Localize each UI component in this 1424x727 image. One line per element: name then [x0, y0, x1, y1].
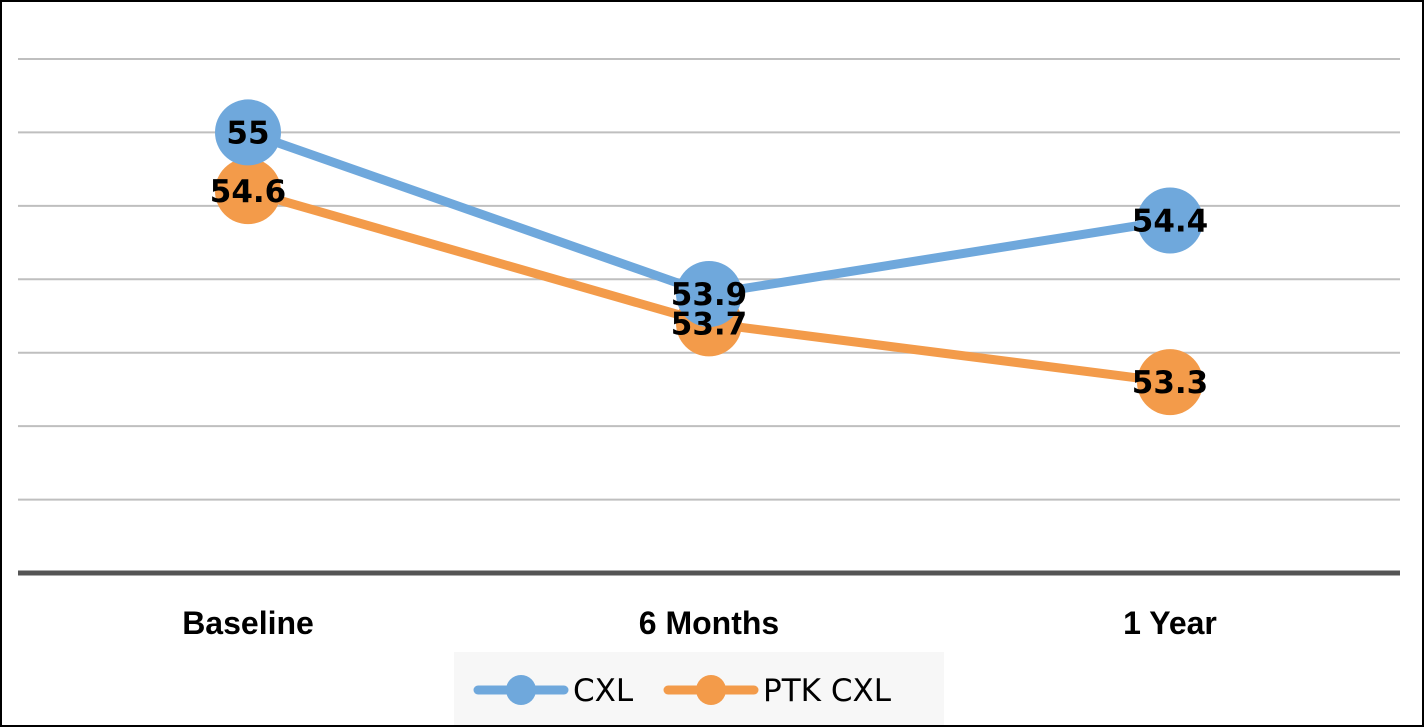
x-tick-label: 6 Months [639, 605, 779, 641]
legend-item: CXL [473, 673, 634, 709]
data-label: 53.9 [671, 277, 748, 313]
data-labels: 55 53.9 54.4 54.6 53.7 53.3 [210, 115, 1209, 401]
data-point [1137, 187, 1203, 254]
legend-marker [696, 675, 726, 705]
series-points: 55 53.9 54.4 54.6 53.7 53.3 [210, 99, 1209, 416]
data-label: 55 [226, 115, 269, 151]
data-point [676, 260, 742, 327]
legend-marker [506, 675, 536, 705]
data-label: 53.3 [1132, 365, 1209, 401]
x-tick-label: Baseline [182, 605, 314, 641]
legend-item: PTK CXL [663, 673, 892, 709]
data-label: 54.4 [1132, 204, 1209, 240]
data-point [1137, 349, 1203, 416]
legend-label: PTK CXL [763, 673, 892, 709]
x-axis-labels: Baseline 6 Months 1 Year [182, 605, 1217, 641]
data-point [215, 99, 281, 166]
data-label: 53.7 [671, 306, 748, 342]
data-point [215, 158, 281, 225]
legend: CXL PTK CXL [454, 652, 944, 725]
x-tick-label: 1 Year [1123, 605, 1217, 641]
legend-label: CXL [573, 673, 634, 709]
data-label: 54.6 [210, 174, 287, 210]
